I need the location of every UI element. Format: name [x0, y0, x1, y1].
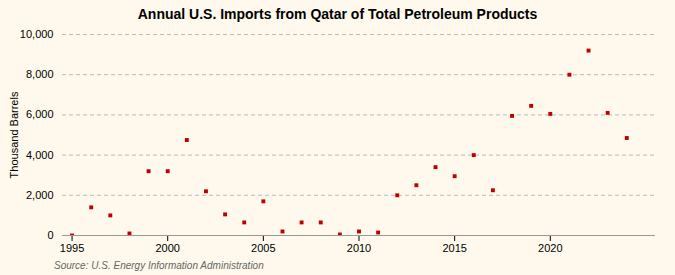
svg-text:Thousand Barrels: Thousand Barrels [8, 91, 20, 178]
svg-text:2015: 2015 [442, 242, 466, 254]
html-text:Source: U.S. Energy Informatio: Source: U.S. Energy Information Administ… [54, 260, 264, 271]
html-text:Annual U.S. Imports from Qatar: Annual U.S. Imports from Qatar of Total … [137, 6, 538, 22]
svg-text:2000: 2000 [155, 242, 179, 254]
svg-text:10,000: 10,000 [20, 28, 54, 40]
svg-text:2020: 2020 [538, 242, 562, 254]
svg-text:2010: 2010 [347, 242, 371, 254]
svg-text:0: 0 [47, 229, 53, 241]
svg-text:6,000: 6,000 [26, 108, 54, 120]
svg-text:2005: 2005 [251, 242, 275, 254]
svg-text:4,000: 4,000 [26, 149, 54, 161]
svg-text:2,000: 2,000 [26, 189, 54, 201]
svg-text:8,000: 8,000 [26, 68, 54, 80]
svg-text:1995: 1995 [60, 242, 84, 254]
